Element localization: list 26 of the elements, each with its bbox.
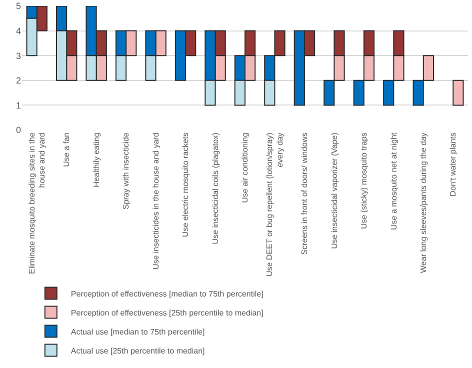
y-tick-label: 4 (16, 26, 21, 36)
y-tick-label: 2 (16, 76, 21, 86)
x-tick-label: Use insecticides in the house and yard (151, 132, 160, 270)
legend-label: Actual use [25th percentile to median] (70, 346, 205, 356)
x-tick-label: Screens in front of doors/ windows (300, 132, 310, 255)
bar (452, 80, 464, 106)
legend-label: Perception of effectiveness [median to 75th percentile] (70, 289, 264, 298)
y-tick-label: 0 (16, 125, 21, 136)
y-tick-label: 3 (16, 50, 21, 61)
y-tick-label: 1 (16, 100, 21, 110)
x-tick-label: Use a fan (62, 132, 72, 167)
x-tick-label: Wear long sleeves/pants during the day (419, 132, 428, 273)
y-tick-label: 5 (16, 1, 21, 12)
x-tick-label: Use insecticidal coils (plagatox) (210, 132, 220, 244)
legend-label: Actual use [median to 75th percentile] (70, 327, 205, 336)
x-tick-label: Eliminate mosquito breeding sites in the house and yard (27, 132, 47, 274)
x-tick-label: Use (sticky) mosquito traps (360, 132, 369, 230)
x-tick-label: Healthily eating (92, 132, 101, 188)
x-tick-label: Use electric mosquito rackets (181, 132, 190, 238)
x-tick-label: Use air conditioning (240, 132, 250, 203)
x-tick-label: Don't water plants (448, 132, 458, 196)
x-tick-label: Use DEET or bug repellent (lotion/spray) every day (265, 132, 285, 277)
x-tick-label: Use insecticidal vaporizer (Vape) (330, 132, 339, 249)
x-tick-label: Use a mosquito net at night (389, 132, 398, 230)
x-tick-label: Spray with insecticide (122, 132, 131, 210)
legend-label: Perception of effectiveness [25th percentile to median] (70, 308, 264, 318)
